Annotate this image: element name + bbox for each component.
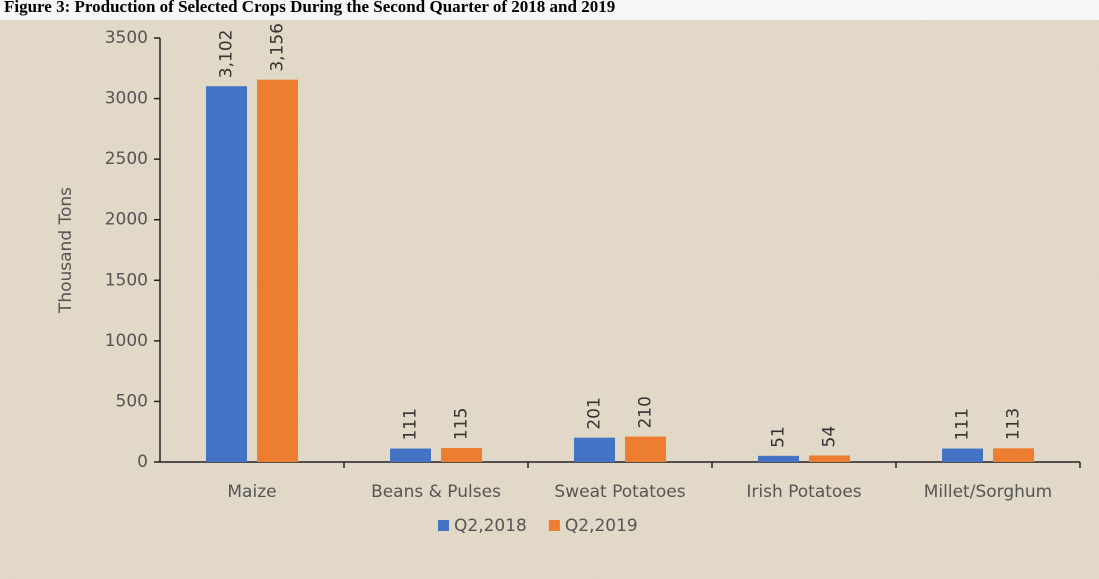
bar [809, 455, 850, 462]
chart-title: Figure 3: Production of Selected Crops D… [4, 0, 615, 16]
data-label: 54 [820, 426, 840, 448]
bar [574, 437, 615, 462]
bar [206, 86, 247, 463]
legend-swatch [438, 520, 449, 531]
data-label: 111 [953, 408, 973, 440]
bar [257, 79, 298, 462]
data-label: 210 [636, 396, 656, 428]
y-tick-label: 3500 [105, 28, 148, 48]
x-tick-label: Irish Potatoes [746, 482, 861, 502]
data-label: 111 [401, 408, 421, 440]
x-tick-label: Maize [227, 482, 276, 502]
y-tick-label: 2000 [105, 210, 148, 230]
y-tick-label: 500 [116, 391, 148, 411]
bar [993, 448, 1034, 462]
y-tick-label: 1000 [105, 331, 148, 351]
bar [625, 436, 666, 462]
x-tick-label: Millet/Sorghum [924, 482, 1052, 502]
data-label: 3,156 [268, 23, 288, 72]
bar [390, 448, 431, 462]
bar [942, 448, 983, 462]
y-tick-label: 3000 [105, 89, 148, 109]
x-tick-label: Beans & Pulses [371, 482, 501, 502]
x-tick-label: Sweat Potatoes [554, 482, 685, 502]
legend-swatch [548, 520, 560, 531]
legend-label: Q2,2018 [454, 516, 527, 536]
data-label: 3,102 [217, 30, 237, 79]
y-tick-label: 1500 [105, 270, 148, 290]
background-texture [0, 20, 1099, 579]
data-label: 201 [585, 397, 605, 429]
y-tick-label: 2500 [105, 149, 148, 169]
y-axis-label: Thousand Tons [56, 187, 76, 314]
legend-label: Q2,2019 [565, 516, 638, 536]
data-label: 115 [452, 408, 472, 440]
bar [758, 455, 799, 462]
data-label: 51 [769, 426, 789, 448]
bar [441, 448, 482, 462]
y-tick-label: 0 [137, 452, 148, 472]
data-label: 113 [1004, 408, 1024, 440]
